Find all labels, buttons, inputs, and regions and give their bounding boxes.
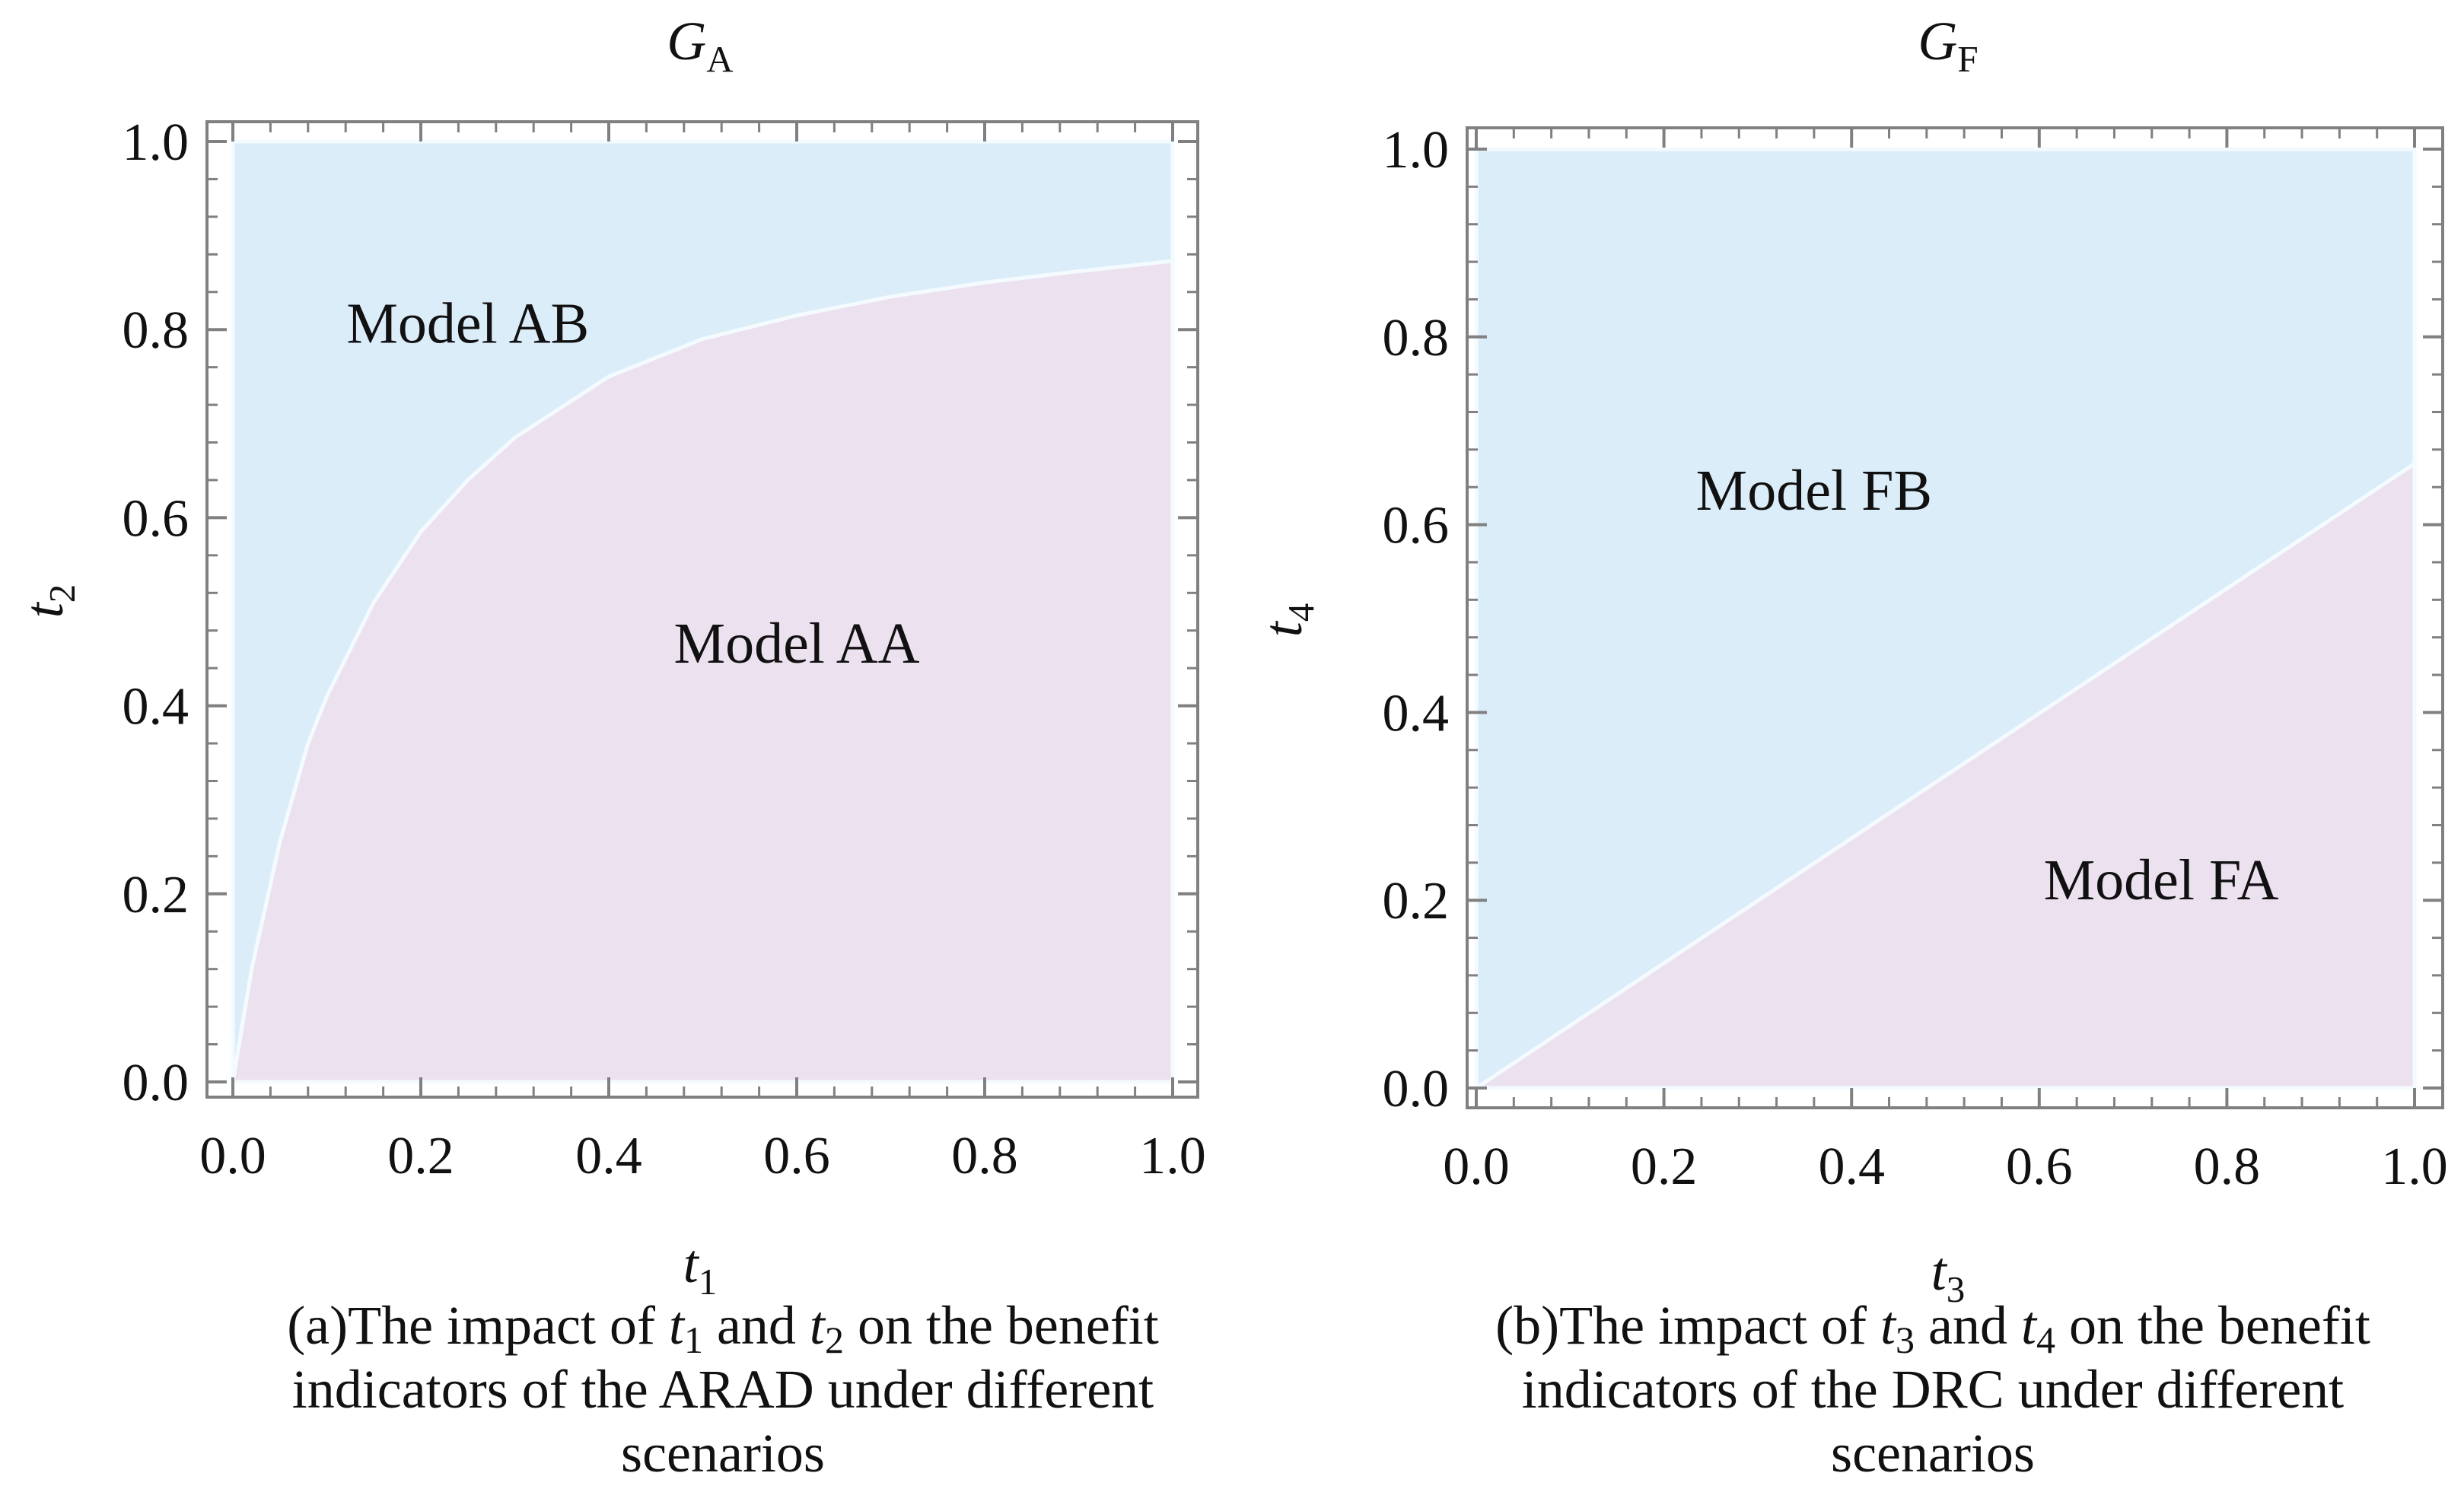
plot-border-b [1474, 147, 2417, 1090]
plot-border-a [231, 139, 1175, 1084]
y-tick-label-a: 0.8 [123, 301, 189, 360]
caption-b-mid: and [1914, 1295, 2021, 1356]
caption-b-line-2: indicators of the DRC under different [1521, 1359, 2345, 1420]
caption-a-var1: t [668, 1295, 684, 1356]
boundary-curve-b [1475, 462, 2416, 1090]
y-tick-label-a: 0.0 [123, 1054, 189, 1112]
y-tick-label-a: 0.2 [123, 866, 189, 924]
caption-b-var2: t [2020, 1295, 2036, 1356]
boundary-curve-a [231, 259, 1173, 1083]
y-tick-label-b: 0.0 [1383, 1060, 1450, 1118]
caption-b-post: on the benefit [2055, 1295, 2370, 1356]
svg-text:t2: t2 [14, 584, 83, 619]
x-tick-label-a: 0.8 [951, 1127, 1018, 1185]
caption-a-mid: and [702, 1295, 810, 1356]
y-tick-label-a: 0.6 [123, 489, 189, 548]
caption-a-line-2: indicators of the ARAD under different [291, 1359, 1154, 1420]
region-label-a-upper: Model AB [346, 292, 589, 356]
chart-b: 0.0 0.2 0.4 0.6 0.8 1.0 0.0 0.2 0.4 0.6 0.8 1.0 Mode… [1253, 11, 2448, 1310]
region-label-b-lower: Model FA [2044, 848, 2279, 912]
caption-a-line-1: (a)The impact of t1 and t2 on the benefi… [152, 1293, 1294, 1359]
x-tick-label-b: 0.4 [1818, 1137, 1885, 1196]
region-lower-a [233, 260, 1173, 1083]
x-tick-label-a: 1.0 [1139, 1127, 1206, 1185]
y-tick-label-a: 1.0 [123, 113, 189, 172]
svg-text:GA: GA [667, 11, 734, 80]
svg-text:GF: GF [1918, 11, 1978, 80]
x-axis-label-b: t3 [1931, 1241, 1966, 1310]
x-tick-label-b: 0.8 [2194, 1137, 2261, 1196]
x-tick-label-b: 1.0 [2381, 1137, 2448, 1196]
caption-b-line-1: (b)The impact of t3 and t4 on the benefi… [1362, 1293, 2464, 1359]
x-tick-label-b: 0.6 [2006, 1137, 2073, 1196]
caption-a-sub1: 1 [683, 1319, 703, 1361]
chart-a: 0.0 0.2 0.4 0.6 0.8 1.0 0.0 0.2 0.4 0.6 0.8 1.0 Mode… [14, 11, 1206, 1303]
y-tick-label-a: 0.4 [123, 678, 189, 737]
caption-b-line-3: scenarios [1831, 1423, 2035, 1484]
y-tick-label-b: 0.2 [1383, 872, 1450, 931]
caption-a-sub2: 2 [824, 1319, 844, 1361]
caption-a-line-3: scenarios [621, 1423, 825, 1484]
y-tick-label-b: 0.6 [1383, 497, 1450, 555]
x-tick-label-a: 0.6 [763, 1127, 830, 1185]
caption-a-var2: t [809, 1295, 825, 1356]
caption-a: (a)The impact of t1 and t2 on the benefi… [152, 1293, 1294, 1485]
frame-a [205, 120, 1199, 1099]
svg-text:t1: t1 [683, 1233, 718, 1303]
x-tick-label-b: 0.2 [1631, 1137, 1698, 1196]
caption-a-post: on the benefit [843, 1295, 1159, 1356]
region-label-a-lower: Model AA [674, 612, 920, 676]
chart-title-a: GA [667, 11, 734, 80]
caption-b-sub1: 3 [1895, 1319, 1915, 1361]
y-axis-label-b: t4 [1253, 603, 1322, 638]
chart-title-b: GF [1918, 11, 1978, 80]
caption-b-var1: t [1880, 1295, 1896, 1356]
y-tick-label-b: 0.4 [1383, 684, 1450, 743]
region-label-b-upper: Model FB [1696, 459, 1932, 523]
x-axis-label-a: t1 [683, 1233, 718, 1303]
x-tick-label-a: 0.0 [199, 1127, 266, 1185]
x-tick-label-a: 0.4 [575, 1127, 642, 1185]
y-axis-label-a: t2 [14, 584, 83, 619]
svg-text:t4: t4 [1253, 603, 1322, 638]
x-tick-label-a: 0.2 [387, 1127, 454, 1185]
caption-b-sub2: 4 [2036, 1319, 2055, 1361]
y-tick-label-b: 0.8 [1383, 309, 1450, 367]
x-tick-label-b: 0.0 [1443, 1137, 1510, 1196]
y-tick-label-b: 1.0 [1383, 121, 1450, 180]
caption-b: (b)The impact of t3 and t4 on the benefi… [1362, 1293, 2464, 1485]
svg-text:t3: t3 [1931, 1241, 1966, 1310]
caption-b-pre: (b)The impact of [1495, 1295, 1880, 1356]
frame-b [1466, 126, 2444, 1109]
caption-a-pre: (a)The impact of [287, 1295, 669, 1356]
